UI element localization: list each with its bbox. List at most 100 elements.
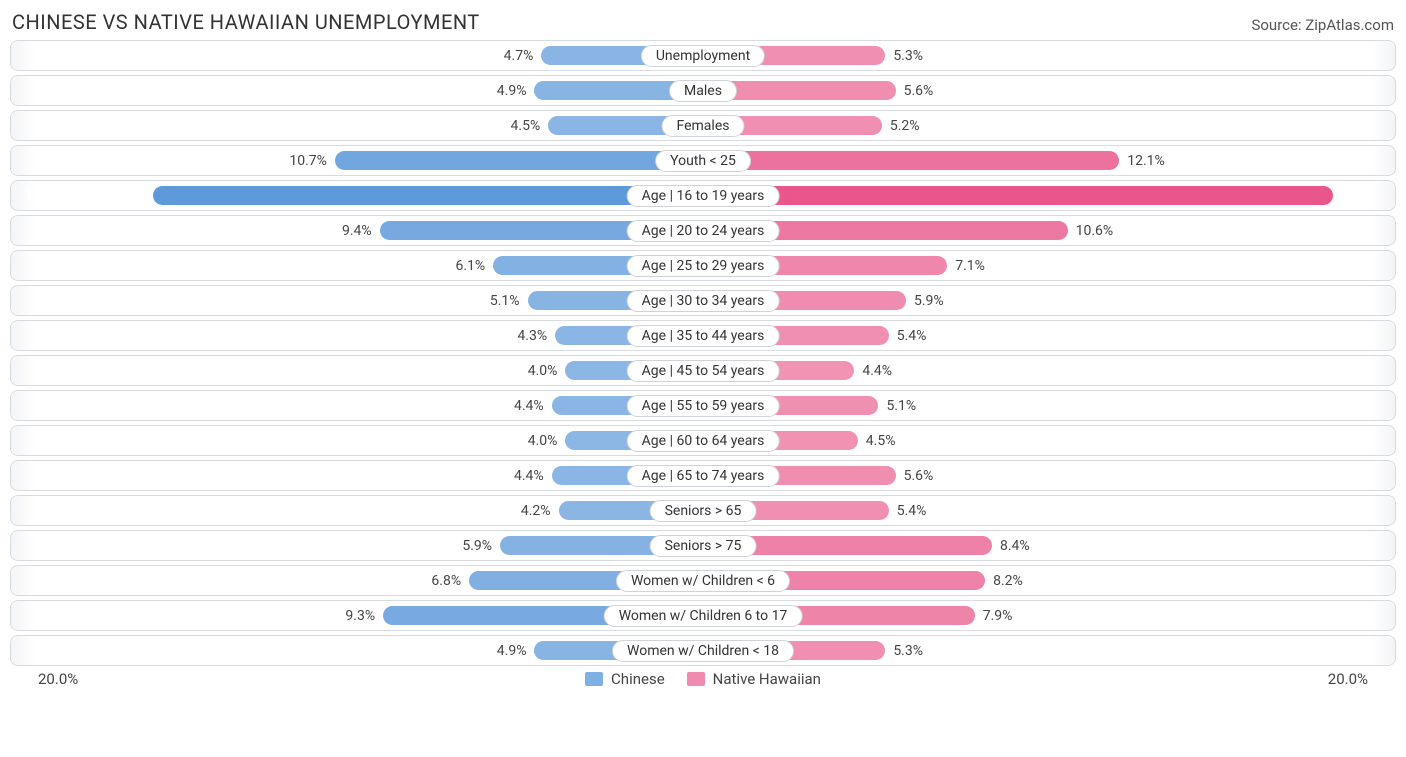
left-value: 4.0% bbox=[528, 363, 558, 379]
chart-row: Age | 55 to 59 years4.4%5.1% bbox=[10, 390, 1396, 421]
left-half: 4.0% bbox=[15, 359, 703, 382]
left-value: 4.5% bbox=[511, 118, 541, 134]
category-pill: Age | 55 to 59 years bbox=[627, 395, 780, 417]
left-half: 6.8% bbox=[15, 569, 703, 592]
left-value: 6.8% bbox=[431, 573, 461, 589]
chart-row: Age | 16 to 19 years 16.0% 18.3% bbox=[10, 180, 1396, 211]
chart-row: Males4.9%5.6% bbox=[10, 75, 1396, 106]
chart-row: Unemployment 4.7% 5.3% bbox=[10, 40, 1396, 71]
right-value: 5.9% bbox=[914, 293, 944, 309]
left-half: 4.9% bbox=[15, 79, 703, 102]
chart-title: CHINESE VS NATIVE HAWAIIAN UNEMPLOYMENT bbox=[12, 10, 480, 34]
left-value: 6.1% bbox=[455, 258, 485, 274]
legend-swatch-right bbox=[687, 672, 705, 686]
left-bar bbox=[335, 151, 703, 170]
left-half: 10.7% bbox=[15, 149, 703, 172]
left-half: 5.1% bbox=[15, 289, 703, 312]
right-bar bbox=[703, 186, 1333, 205]
chart-row: Women w/ Children < 184.9%5.3% bbox=[10, 635, 1396, 666]
chart-footer: 20.0% Chinese Native Hawaiian 20.0% bbox=[10, 666, 1396, 688]
right-half: 4.4% bbox=[703, 359, 1391, 382]
left-value: 4.2% bbox=[521, 503, 551, 519]
category-pill: Age | 65 to 74 years bbox=[627, 465, 780, 487]
left-value: 9.3% bbox=[345, 608, 375, 624]
category-pill: Youth < 25 bbox=[655, 150, 751, 172]
right-half: 7.9% bbox=[703, 604, 1391, 627]
left-bar bbox=[153, 186, 703, 205]
left-value: 4.4% bbox=[514, 398, 544, 414]
left-half: 5.9% bbox=[15, 534, 703, 557]
left-half: 6.1% bbox=[15, 254, 703, 277]
chart-row: Age | 65 to 74 years4.4% 5.6% bbox=[10, 460, 1396, 491]
legend-label-right: Native Hawaiian bbox=[713, 670, 821, 688]
category-pill: Seniors > 75 bbox=[650, 535, 757, 557]
right-half: 8.4% bbox=[703, 534, 1391, 557]
left-half: 4.2% bbox=[15, 499, 703, 522]
right-half: 5.9% bbox=[703, 289, 1391, 312]
chart-row: Women w/ Children 6 to 17 9.3% 7.9% bbox=[10, 600, 1396, 631]
right-value: 12.1% bbox=[1127, 153, 1165, 169]
right-half: 5.4% bbox=[703, 499, 1391, 522]
right-half: 4.5% bbox=[703, 429, 1391, 452]
left-value: 4.9% bbox=[497, 643, 527, 659]
category-pill: Age | 45 to 54 years bbox=[627, 360, 780, 382]
chart-row: Women w/ Children < 66.8%8.2% bbox=[10, 565, 1396, 596]
left-value: 4.9% bbox=[497, 83, 527, 99]
left-half: 4.3% bbox=[15, 324, 703, 347]
legend-item-left: Chinese bbox=[585, 670, 665, 688]
right-half: 5.2% bbox=[703, 114, 1391, 137]
category-pill: Age | 16 to 19 years bbox=[627, 185, 780, 207]
right-value: 10.6% bbox=[1076, 223, 1114, 239]
left-value: 16.0% bbox=[25, 188, 63, 204]
chart-row: Youth < 25 10.7% 12.1% bbox=[10, 145, 1396, 176]
left-value: 9.4% bbox=[342, 223, 372, 239]
category-pill: Women w/ Children 6 to 17 bbox=[604, 605, 803, 627]
right-value: 5.4% bbox=[897, 503, 927, 519]
category-pill: Age | 25 to 29 years bbox=[627, 255, 780, 277]
right-bar bbox=[703, 151, 1119, 170]
legend-label-left: Chinese bbox=[611, 670, 665, 688]
left-value: 10.7% bbox=[289, 153, 327, 169]
right-value: 5.6% bbox=[904, 83, 934, 99]
chart-row: Age | 30 to 34 years5.1% 5.9% bbox=[10, 285, 1396, 316]
right-value: 8.4% bbox=[1000, 538, 1030, 554]
legend-swatch-left bbox=[585, 672, 603, 686]
category-pill: Age | 30 to 34 years bbox=[627, 290, 780, 312]
right-value: 7.9% bbox=[983, 608, 1013, 624]
left-half: 9.4% bbox=[15, 219, 703, 242]
right-value: 8.2% bbox=[993, 573, 1023, 589]
chart-row: Age | 60 to 64 years 4.0% 4.5% bbox=[10, 425, 1396, 456]
left-value: 4.7% bbox=[504, 48, 534, 64]
category-pill: Women w/ Children < 18 bbox=[612, 640, 794, 662]
left-value: 4.0% bbox=[528, 433, 558, 449]
diverging-bar-chart: CHINESE VS NATIVE HAWAIIAN UNEMPLOYMENT … bbox=[0, 0, 1406, 698]
left-half: 4.5% bbox=[15, 114, 703, 137]
right-value: 5.6% bbox=[904, 468, 934, 484]
category-pill: Females bbox=[662, 115, 745, 137]
right-value: 7.1% bbox=[955, 258, 985, 274]
category-pill: Seniors > 65 bbox=[650, 500, 757, 522]
right-half: 5.4% bbox=[703, 324, 1391, 347]
left-value: 4.3% bbox=[517, 328, 547, 344]
right-value: 5.3% bbox=[893, 48, 923, 64]
chart-legend: Chinese Native Hawaiian bbox=[78, 670, 1328, 688]
chart-row: Age | 45 to 54 years 4.0% 4.4% bbox=[10, 355, 1396, 386]
right-value: 4.5% bbox=[866, 433, 896, 449]
right-half: 5.3% bbox=[703, 44, 1391, 67]
category-pill: Age | 20 to 24 years bbox=[627, 220, 780, 242]
chart-row: Age | 20 to 24 years 9.4% 10.6% bbox=[10, 215, 1396, 246]
left-value: 5.9% bbox=[462, 538, 492, 554]
left-half: 16.0% bbox=[15, 184, 703, 207]
chart-row: Seniors > 65 4.2% 5.4% bbox=[10, 495, 1396, 526]
right-half: 12.1% bbox=[703, 149, 1391, 172]
chart-rows: Unemployment4.7%5.3%Males4.9%5.6%Females… bbox=[10, 40, 1396, 666]
category-pill: Age | 60 to 64 years bbox=[627, 430, 780, 452]
category-pill: Unemployment bbox=[641, 45, 765, 67]
chart-row: Age | 25 to 29 years 6.1% 7.1% bbox=[10, 250, 1396, 281]
left-half: 4.4% bbox=[15, 464, 703, 487]
right-half: 18.3% bbox=[703, 184, 1391, 207]
right-value: 5.2% bbox=[890, 118, 920, 134]
chart-header: CHINESE VS NATIVE HAWAIIAN UNEMPLOYMENT … bbox=[10, 6, 1396, 40]
left-half: 4.0% bbox=[15, 429, 703, 452]
left-half: 4.4% bbox=[15, 394, 703, 417]
